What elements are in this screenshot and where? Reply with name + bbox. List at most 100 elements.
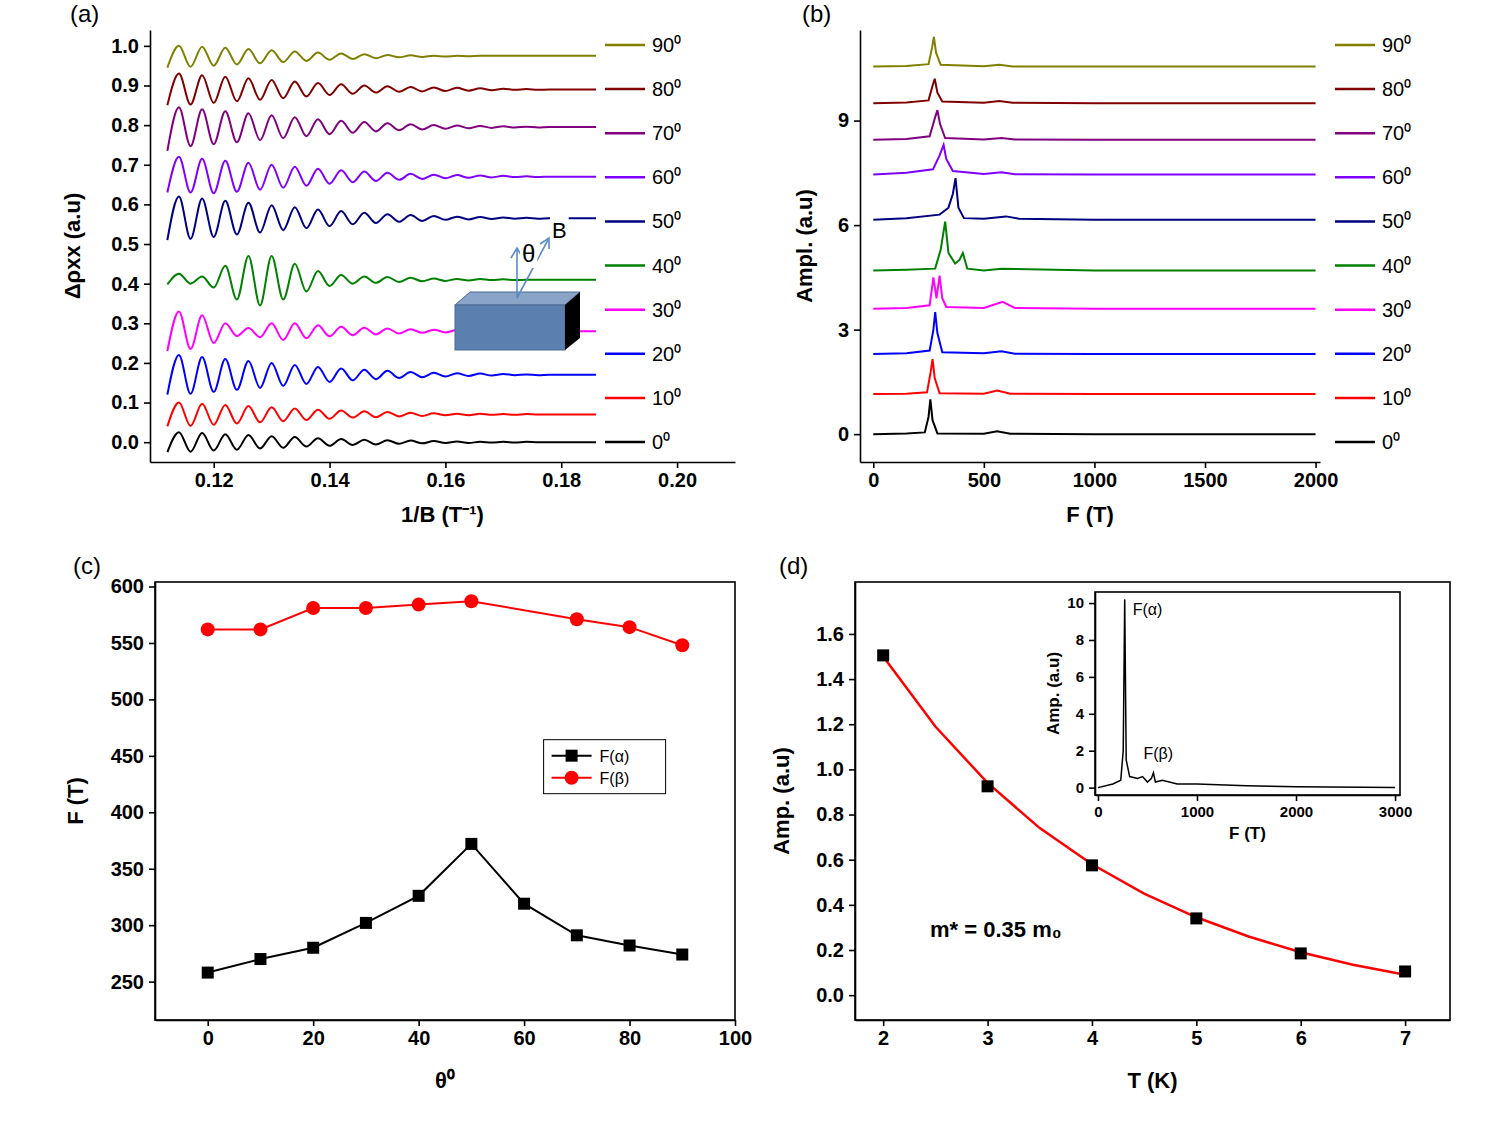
series-line [167,74,596,106]
tick-label: 0 [868,469,879,491]
tick: 0 [1094,795,1102,820]
tick-mark [1405,1020,1407,1026]
tick-mark [144,164,150,166]
legend-label: 0⁰ [652,431,670,453]
legend-label: 20⁰ [1382,343,1411,365]
y-axis-title: Amp. (a.u) [1044,652,1063,735]
tick-mark [677,462,679,468]
tick-label: 2000 [1294,469,1339,491]
series-line [873,276,1315,309]
legend-label: F(β) [600,770,630,787]
tick-mark [1089,750,1095,752]
series-line [873,222,1315,271]
tick-label: 0.6 [111,193,139,215]
legend-label: 20⁰ [652,343,681,365]
axis-left: 0.00.20.40.60.81.01.21.41.6 [816,583,855,1021]
tick-label: 0.2 [111,352,139,374]
tick-mark [735,1020,737,1026]
panel-label: (b) [802,0,831,27]
marker [1086,859,1098,871]
marker [877,649,889,661]
tick-label: 0.1 [111,391,139,413]
tick-mark [849,634,855,636]
annotation: F(α) [1133,601,1163,618]
tick-mark [1196,1020,1198,1026]
tick-label: 60 [513,1027,535,1049]
tick: 0.9 [111,74,150,96]
tick-mark [213,462,215,468]
tick-label: 1.0 [816,758,844,780]
plot-marks [1098,599,1395,787]
marker [1399,965,1411,977]
x-axis-title: F (T) [1229,824,1266,843]
legend-label: 40⁰ [652,255,681,277]
tick-label: 0 [1076,779,1084,796]
tick: 0 [1076,779,1095,796]
tick-mark [149,812,155,814]
annotation: θ [522,240,535,267]
tick-label: 0 [203,1027,214,1049]
tick: 350 [111,858,155,880]
marker [624,939,636,951]
legend-label: 90⁰ [652,34,681,56]
axis-line [1095,593,1097,796]
marker [623,620,637,634]
tick-label: 500 [968,469,1001,491]
tick: 0 [838,423,860,445]
axis-bottom: 0100020003000 [1094,795,1412,820]
text-patch [520,239,537,268]
tick: 4 [1076,705,1095,722]
tick-mark [849,679,855,681]
tick: 2000 [1280,795,1313,820]
legend-marker [566,750,578,762]
tick-label: 0.16 [426,469,465,491]
series-line [167,355,596,395]
legend: 90⁰80⁰70⁰60⁰50⁰40⁰30⁰20⁰10⁰0⁰ [1335,34,1411,453]
tick-label: 300 [111,914,144,936]
tick: 500 [968,462,1001,491]
tick-label: 100 [719,1027,752,1049]
tick: 20 [303,1020,325,1049]
sample-front [455,305,565,350]
tick: 40 [408,1020,430,1049]
tick-mark [854,225,860,227]
axis-bottom: 0 20 40 60 80 100 [156,1020,753,1049]
marker [464,594,478,608]
tick-mark [144,125,150,127]
tick: 8 [1076,631,1095,648]
tick-mark [854,120,860,122]
tick-label: 80 [619,1027,641,1049]
marker [360,917,372,929]
tick-mark [524,1020,526,1026]
tick-mark [1089,603,1095,605]
tick: 0.20 [658,462,697,491]
tick-mark [984,462,986,468]
tick-label: 0.8 [111,114,139,136]
tick: 600 [111,575,155,597]
tick-label: 2 [1076,742,1084,759]
series-line [167,196,596,240]
tick-mark [149,586,155,588]
tick-label: 7 [1400,1027,1411,1049]
tick: 1.0 [816,758,855,780]
legend: 90⁰80⁰70⁰60⁰50⁰40⁰30⁰20⁰10⁰0⁰ [605,34,681,453]
tick-mark [1197,795,1199,801]
plot-marks [167,46,596,452]
series-line [873,79,1315,103]
axis-line [150,31,152,463]
tick: 0.4 [111,273,150,295]
legend-frame [544,740,666,794]
tick-label: 2000 [1280,803,1313,820]
marker [306,601,320,615]
legend-swatch [1335,220,1375,223]
series-line [873,37,1315,67]
tick-label: 8 [1076,631,1084,648]
tick-mark [149,868,155,870]
tick: 300 [111,914,155,936]
marker [571,929,583,941]
tick-mark [1089,713,1095,715]
y-axis-title: Ampl. (a.u) [792,189,817,303]
tick-label: 6 [1296,1027,1307,1049]
tick-mark [629,1020,631,1026]
tick: 3000 [1379,795,1412,820]
